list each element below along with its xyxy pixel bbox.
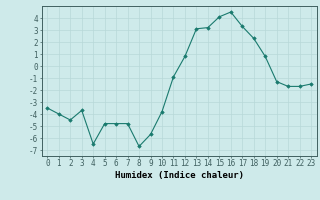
X-axis label: Humidex (Indice chaleur): Humidex (Indice chaleur) [115, 171, 244, 180]
